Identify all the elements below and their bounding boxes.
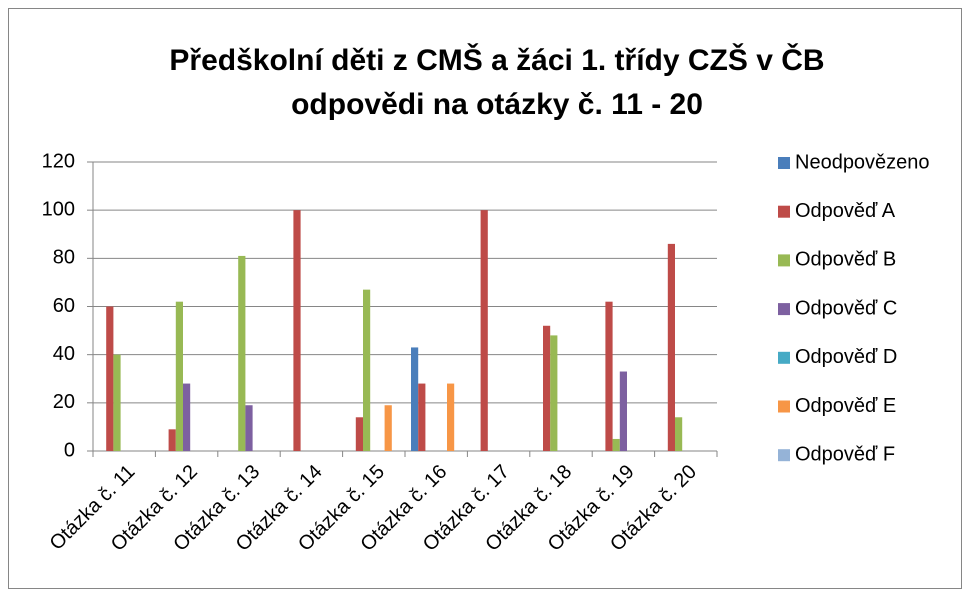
bar — [418, 383, 426, 451]
legend-label: Odpověď C — [795, 297, 897, 319]
legend-swatch — [778, 400, 790, 413]
bar — [447, 383, 455, 451]
legend-swatch — [778, 449, 790, 462]
bar — [605, 301, 613, 451]
legend-label: Odpověď D — [795, 346, 897, 368]
legend-label: Odpověď A — [795, 200, 896, 222]
y-tick-label: 120 — [42, 150, 75, 172]
legend-label: Odpověď F — [795, 443, 895, 465]
bar — [384, 405, 392, 451]
legend-swatch — [778, 157, 790, 169]
chart-title: odpovědi na otázky č. 11 - 20 — [291, 88, 703, 121]
bar — [168, 429, 176, 451]
bar — [245, 405, 253, 451]
bar — [667, 243, 675, 451]
bar — [543, 325, 551, 451]
y-tick-label: 80 — [53, 247, 75, 269]
y-tick-label: 0 — [64, 439, 75, 461]
bar — [183, 383, 191, 451]
y-tick-label: 20 — [53, 391, 75, 413]
legend-label: Neodpovězeno — [795, 151, 930, 173]
chart-title: Předškolní děti z CMŠ a žáci 1. třídy CZ… — [169, 43, 824, 77]
y-tick-label: 60 — [53, 295, 75, 317]
legend-label: Odpověď E — [795, 395, 896, 417]
bar — [619, 371, 627, 451]
y-tick-label: 40 — [53, 343, 75, 365]
legend-swatch — [778, 205, 790, 218]
bar — [113, 354, 121, 451]
legend-swatch — [778, 351, 790, 364]
y-tick-label: 100 — [42, 198, 75, 220]
bar — [293, 210, 301, 451]
bar — [675, 417, 683, 451]
bar — [238, 255, 246, 451]
bar — [363, 289, 371, 451]
legend-swatch — [778, 254, 790, 267]
bar — [175, 301, 183, 451]
bar — [480, 210, 488, 451]
bar — [411, 347, 419, 451]
bar — [550, 335, 558, 451]
bar — [612, 438, 620, 451]
legend-label: Odpověď B — [795, 249, 896, 271]
legend-swatch — [778, 303, 790, 316]
bar — [106, 306, 114, 451]
bar — [355, 417, 363, 451]
